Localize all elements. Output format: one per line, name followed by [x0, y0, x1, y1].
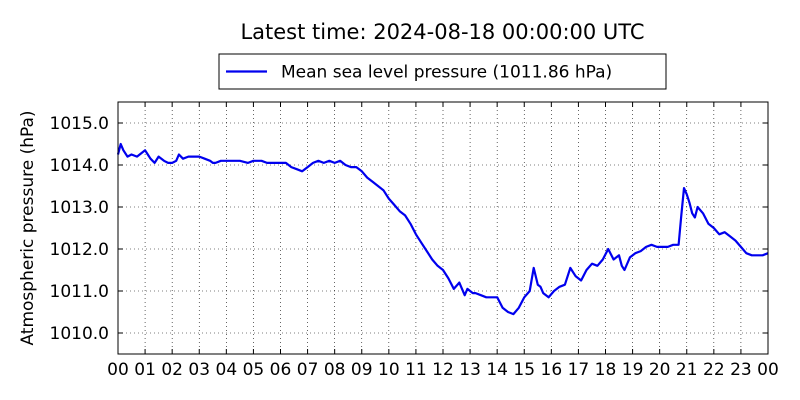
plot-area: [118, 102, 768, 354]
x-tick-label: 12: [432, 360, 454, 380]
x-tick-label: 07: [297, 360, 319, 380]
x-tick-label: 13: [459, 360, 481, 380]
x-tick-label: 09: [351, 360, 373, 380]
x-tick-label: 01: [134, 360, 156, 380]
x-tick-label: 16: [541, 360, 563, 380]
x-tick-label: 21: [676, 360, 698, 380]
y-tick-label: 1010.0: [50, 324, 109, 344]
x-tick-label: 11: [405, 360, 427, 380]
x-tick-label: 06: [270, 360, 292, 380]
x-tick-label: 02: [161, 360, 183, 380]
x-tick-label: 00: [107, 360, 129, 380]
y-tick-label: 1012.0: [50, 240, 109, 260]
y-tick-label: 1013.0: [50, 198, 109, 218]
legend-box: [218, 53, 667, 90]
series-line: [116, 142, 769, 316]
x-tick-label: 03: [188, 360, 210, 380]
x-tick-label: 18: [595, 360, 617, 380]
plot-frame: [117, 101, 769, 355]
x-tick-label: 17: [568, 360, 590, 380]
x-tick-label: 15: [513, 360, 535, 380]
y-tick-label: 1014.0: [50, 156, 109, 176]
x-tick-label: 19: [622, 360, 644, 380]
y-axis-label: Atmospheric pressure (hPa): [18, 110, 38, 346]
x-tick-label: 10: [378, 360, 400, 380]
x-tick-label: 14: [486, 360, 508, 380]
chart-title: Latest time: 2024-08-18 00:00:00 UTC: [240, 20, 645, 44]
x-tick-label: 22: [703, 360, 725, 380]
y-tick-label: 1015.0: [50, 114, 109, 134]
x-tick-label: 23: [730, 360, 752, 380]
x-tick-label: 08: [324, 360, 346, 380]
y-tick-label: 1011.0: [50, 282, 109, 302]
x-tick-label: 05: [243, 360, 265, 380]
legend-label: Mean sea level pressure (1011.86 hPa): [281, 63, 612, 83]
x-tick-label: 04: [216, 360, 238, 380]
x-tick-label: 20: [649, 360, 671, 380]
x-tick-label: 00: [757, 360, 779, 380]
